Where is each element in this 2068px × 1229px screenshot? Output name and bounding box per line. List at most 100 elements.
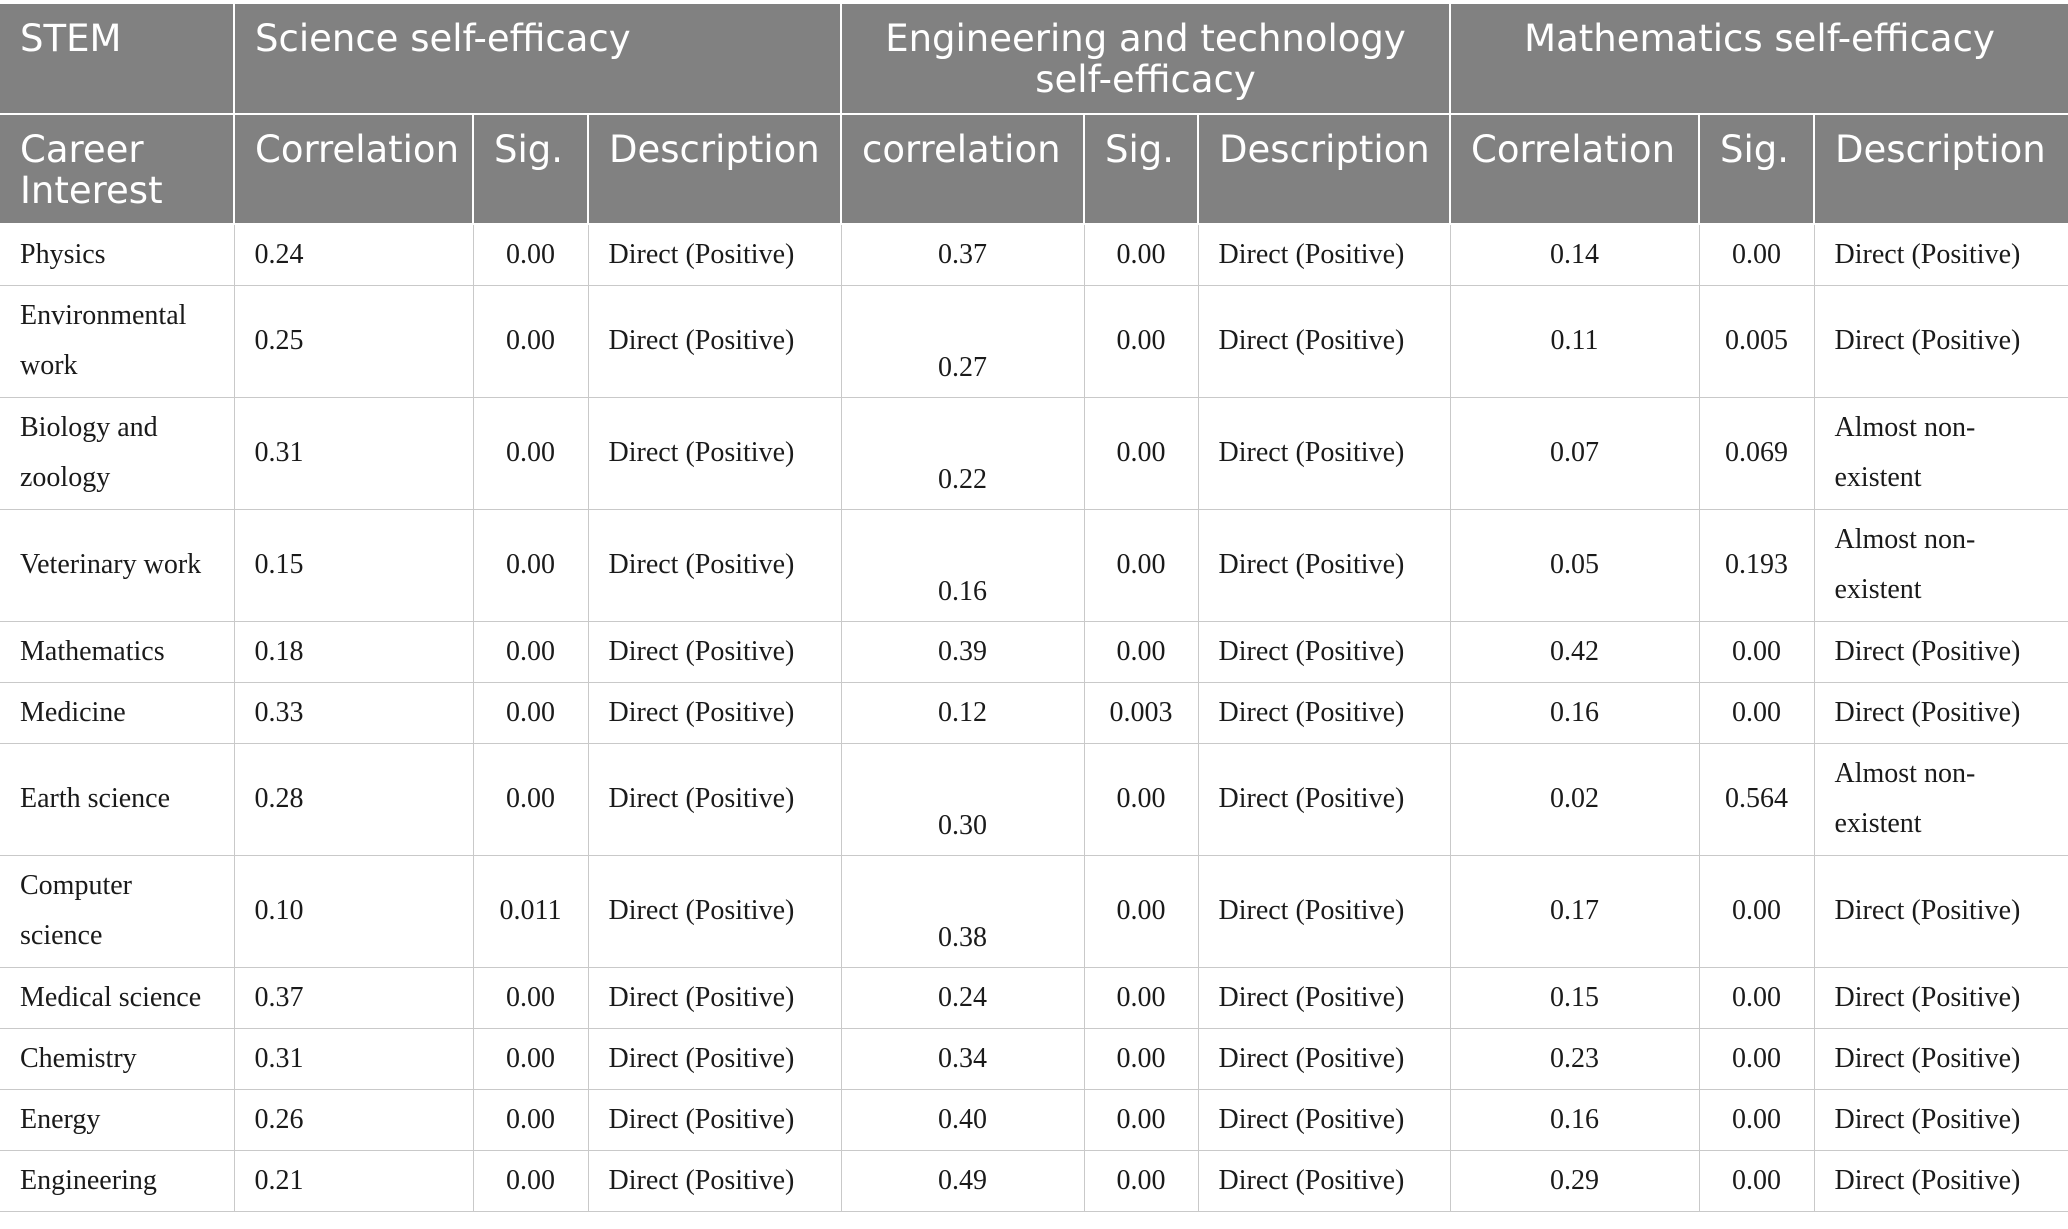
engineering-correlation-cell: 0.34: [840, 1027, 1085, 1090]
engineering-sig-cell: 0.00: [1083, 1149, 1199, 1213]
science-description-cell: Direct (Positive): [587, 742, 842, 856]
header-group-mathematics: Mathematics self-efficacy: [1448, 4, 2068, 115]
science-sig-cell: 0.00: [472, 223, 589, 286]
career-cell: Veterinary work: [0, 508, 235, 622]
science-description-cell: Direct (Positive): [587, 223, 842, 286]
engineering-correlation-cell: 0.40: [840, 1088, 1085, 1151]
header-group-stem: STEM: [0, 4, 234, 115]
math-description-cell: Almost non-existent: [1813, 396, 2068, 510]
engineering-description-cell: Direct (Positive): [1197, 620, 1451, 683]
table-row: Computer science 0.10 0.011 Direct (Positiv…: [0, 854, 2068, 968]
table-row: Physics 0.24 0.00 Direct (Positive) 0.37 0.00…: [0, 223, 2068, 286]
science-description-cell: Direct (Positive): [587, 966, 842, 1029]
math-description-cell: Direct (Positive): [1813, 854, 2068, 968]
engineering-correlation-cell: 0.30: [840, 742, 1085, 856]
career-cell: Medical science: [0, 966, 235, 1029]
engineering-description-cell: Direct (Positive): [1197, 396, 1451, 510]
engineering-sig-cell: 0.00: [1083, 223, 1199, 286]
math-correlation-cell: 0.02: [1449, 742, 1700, 856]
table-body: Physics 0.24 0.00 Direct (Positive) 0.37 0.00…: [0, 223, 2068, 1213]
engineering-correlation-cell: 0.49: [840, 1149, 1085, 1213]
math-description-cell: Direct (Positive): [1813, 966, 2068, 1029]
engineering-correlation-cell: 0.37: [840, 223, 1085, 286]
science-sig-cell: 0.00: [472, 396, 589, 510]
subheader-engineering-sig: Sig.: [1083, 114, 1198, 225]
career-cell: Physics: [0, 223, 235, 286]
engineering-correlation-cell: 0.12: [840, 681, 1085, 744]
engineering-sig-cell: 0.00: [1083, 284, 1199, 398]
math-correlation-cell: 0.23: [1449, 1027, 1700, 1090]
engineering-sig-cell: 0.00: [1083, 620, 1199, 683]
math-correlation-cell: 0.07: [1449, 396, 1700, 510]
subheader-career-interest: Career Interest: [0, 114, 234, 225]
math-sig-cell: 0.00: [1698, 966, 1815, 1029]
subheader-row: Career Interest Correlation Sig. Descrip…: [0, 114, 2068, 225]
science-correlation-cell: 0.25: [233, 284, 474, 398]
science-sig-cell: 0.00: [472, 681, 589, 744]
career-cell: Computer science: [0, 854, 235, 968]
career-cell: Energy: [0, 1088, 235, 1151]
science-correlation-cell: 0.24: [233, 223, 474, 286]
engineering-correlation-cell: 0.24: [840, 966, 1085, 1029]
math-sig-cell: 0.00: [1698, 681, 1815, 744]
engineering-sig-cell: 0.00: [1083, 966, 1199, 1029]
table-row: Veterinary work 0.15 0.00 Direct (Positive)…: [0, 508, 2068, 622]
engineering-description-cell: Direct (Positive): [1197, 854, 1451, 968]
science-description-cell: Direct (Positive): [587, 1088, 842, 1151]
science-correlation-cell: 0.31: [233, 396, 474, 510]
career-cell: Engineering: [0, 1149, 235, 1213]
table-row: Engineering 0.21 0.00 Direct (Positive) 0.49…: [0, 1149, 2068, 1213]
career-cell: Earth science: [0, 742, 235, 856]
engineering-description-cell: Direct (Positive): [1197, 966, 1451, 1029]
math-description-cell: Direct (Positive): [1813, 1149, 2068, 1213]
subheader-engineering-correlation: correlation: [840, 114, 1084, 225]
science-sig-cell: 0.011: [472, 854, 589, 968]
engineering-sig-cell: 0.00: [1083, 1027, 1199, 1090]
table-row: Energy 0.26 0.00 Direct (Positive) 0.40 0.00 D…: [0, 1088, 2068, 1151]
math-correlation-cell: 0.16: [1449, 681, 1700, 744]
science-description-cell: Direct (Positive): [587, 508, 842, 622]
engineering-sig-cell: 0.00: [1083, 854, 1199, 968]
table-header: STEM Science self-efficacy Engineering a…: [0, 4, 2068, 225]
science-correlation-cell: 0.15: [233, 508, 474, 622]
math-sig-cell: 0.00: [1698, 1088, 1815, 1151]
engineering-correlation-cell: 0.22: [840, 396, 1085, 510]
math-description-cell: Direct (Positive): [1813, 681, 2068, 744]
header-group-engineering: Engineering and technology self-efficacy: [840, 4, 1450, 115]
science-sig-cell: 0.00: [472, 1149, 589, 1213]
table-row: Earth science 0.28 0.00 Direct (Positive) 0.…: [0, 742, 2068, 856]
science-correlation-cell: 0.37: [233, 966, 474, 1029]
engineering-correlation-cell: 0.27: [840, 284, 1085, 398]
science-sig-cell: 0.00: [472, 1027, 589, 1090]
math-sig-cell: 0.00: [1698, 223, 1815, 286]
engineering-sig-cell: 0.00: [1083, 742, 1199, 856]
engineering-description-cell: Direct (Positive): [1197, 223, 1451, 286]
header-group-science: Science self-efficacy: [233, 4, 841, 115]
math-description-cell: Almost non-existent: [1813, 742, 2068, 856]
math-correlation-cell: 0.16: [1449, 1088, 1700, 1151]
math-sig-cell: 0.00: [1698, 620, 1815, 683]
math-description-cell: Direct (Positive): [1813, 223, 2068, 286]
math-description-cell: Direct (Positive): [1813, 1088, 2068, 1151]
subheader-science-correlation: Correlation: [233, 114, 473, 225]
subheader-science-sig: Sig.: [472, 114, 588, 225]
engineering-correlation-cell: 0.39: [840, 620, 1085, 683]
math-description-cell: Direct (Positive): [1813, 1027, 2068, 1090]
math-sig-cell: 0.00: [1698, 854, 1815, 968]
math-sig-cell: 0.00: [1698, 1027, 1815, 1090]
engineering-description-cell: Direct (Positive): [1197, 1088, 1451, 1151]
engineering-correlation-cell: 0.16: [840, 508, 1085, 622]
science-description-cell: Direct (Positive): [587, 854, 842, 968]
career-cell: Medicine: [0, 681, 235, 744]
engineering-description-cell: Direct (Positive): [1197, 508, 1451, 622]
science-sig-cell: 0.00: [472, 742, 589, 856]
science-sig-cell: 0.00: [472, 1088, 589, 1151]
table-row: Biology and zoology 0.31 0.00 Direct (Posit…: [0, 396, 2068, 510]
math-correlation-cell: 0.42: [1449, 620, 1700, 683]
engineering-description-cell: Direct (Positive): [1197, 1027, 1451, 1090]
engineering-description-cell: Direct (Positive): [1197, 742, 1451, 856]
science-sig-cell: 0.00: [472, 508, 589, 622]
career-cell: Chemistry: [0, 1027, 235, 1090]
header-group-row: STEM Science self-efficacy Engineering a…: [0, 4, 2068, 115]
table-row: Mathematics 0.18 0.00 Direct (Positive) 0.39…: [0, 620, 2068, 683]
